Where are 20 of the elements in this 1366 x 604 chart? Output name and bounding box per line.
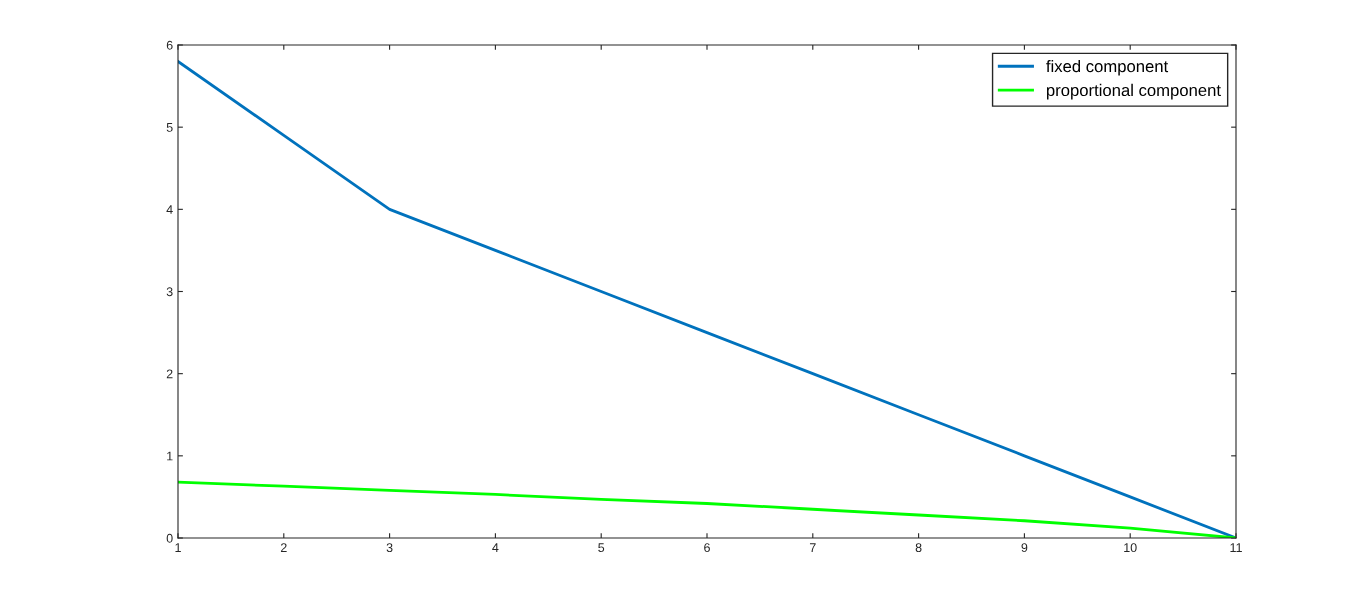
y-tick-label: 6 [166,40,173,50]
x-tick-label: 7 [809,543,816,552]
x-tick-label: 4 [492,543,499,552]
x-tick-label: 1 [175,543,181,552]
x-tick-label: 10 [1124,543,1137,553]
legend-label: proportional component [1046,83,1221,100]
y-tick-label: 3 [166,287,173,297]
y-tick-label: 2 [166,369,173,379]
y-tick-label: 0 [166,533,173,543]
x-tick-label: 2 [280,543,287,552]
x-tick-label: 9 [1021,543,1028,553]
y-tick-label: 1 [167,451,173,461]
y-tick-label: 5 [166,123,173,132]
y-tick-label: 4 [166,205,173,214]
legend-label: fixed component [1046,60,1169,76]
x-tick-label: 6 [704,543,710,553]
x-tick-label: 8 [915,543,922,553]
x-tick-label: 5 [598,543,605,553]
x-tick-label: 11 [1230,543,1242,552]
x-tick-label: 3 [386,543,393,553]
